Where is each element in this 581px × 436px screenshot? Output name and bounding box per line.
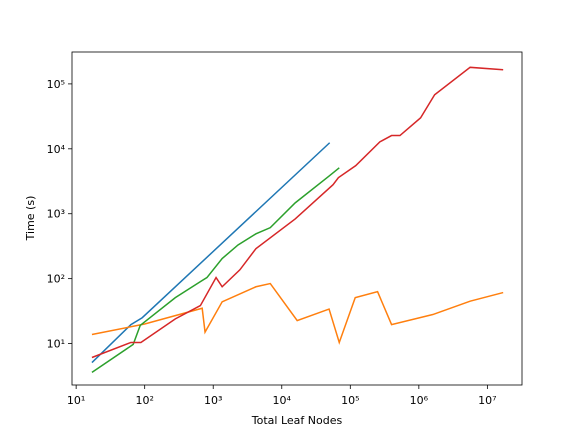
series-line <box>91 167 340 373</box>
series-line <box>91 282 504 345</box>
x-tick-label: 10³ <box>204 394 222 407</box>
x-tick-label: 10⁴ <box>273 394 292 407</box>
x-tick-label: 10² <box>135 394 153 407</box>
plot-frame <box>71 51 523 386</box>
x-axis-label: Total Leaf Nodes <box>251 414 343 427</box>
y-tick-label: 10³ <box>47 208 65 221</box>
y-tick-label: 10⁴ <box>47 143 66 156</box>
y-tick-label: 10² <box>47 273 65 286</box>
x-tick-label: 10⁶ <box>410 394 429 407</box>
y-tick-label: 10⁵ <box>47 78 65 91</box>
series-line <box>91 66 504 359</box>
y-axis-label: Time (s) <box>24 196 37 242</box>
series-line <box>91 142 331 364</box>
x-tick-label: 10⁵ <box>341 394 359 407</box>
x-tick-label: 10¹ <box>67 394 85 407</box>
x-tick-label: 10⁷ <box>478 394 496 407</box>
y-tick-label: 10¹ <box>47 338 65 351</box>
